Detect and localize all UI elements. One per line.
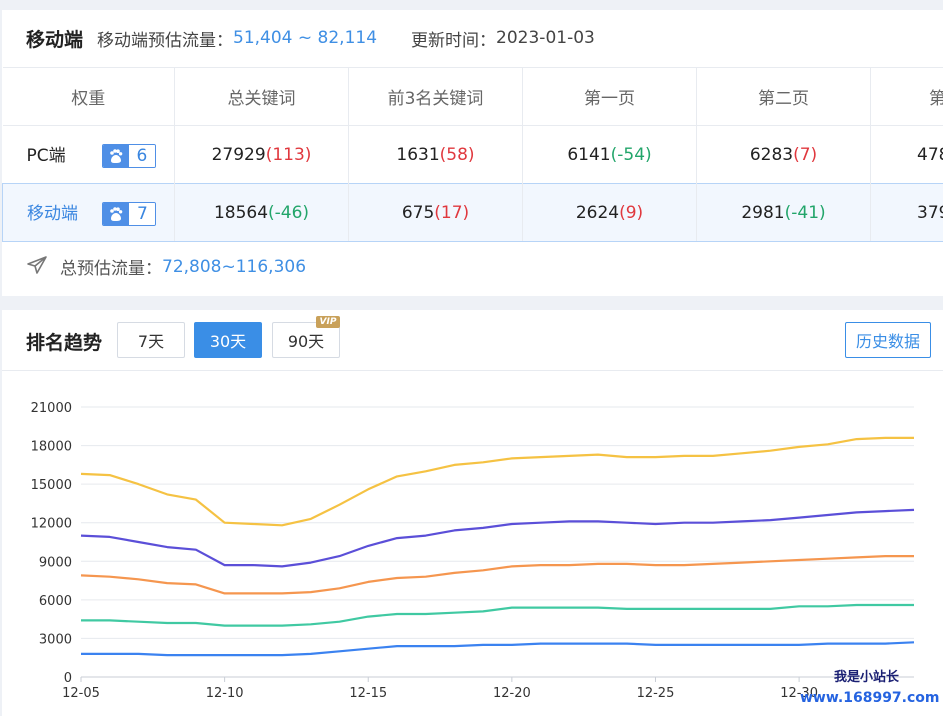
x-tick-label: 12-10 <box>206 686 244 701</box>
baidu-paw-icon <box>103 203 130 225</box>
summary-card: 移动端 移动端预估流量： 51,404 ~ 82,114 更新时间： 2023-… <box>2 10 943 296</box>
x-tick-label: 12-30 <box>780 686 818 701</box>
trend-card: 排名趋势 7天 30天 90天 VIP 历史数据 0 3000 6000 9000 12… <box>2 310 943 716</box>
traffic-value: 51,404 ~ 82,114 <box>233 28 378 48</box>
row-label-cell: PC端 6 <box>2 125 175 184</box>
column-header: 第一页 <box>522 67 697 126</box>
x-tick-label: 12-25 <box>637 686 675 701</box>
history-data-button[interactable]: 历史数据 <box>845 322 931 358</box>
range-30-days-button[interactable]: 30天 <box>194 322 262 358</box>
trend-title: 排名趋势 <box>26 332 103 354</box>
page-title: 移动端 <box>26 28 84 51</box>
send-icon <box>26 255 48 279</box>
column-header: 权重 <box>2 67 175 126</box>
y-tick-label: 15000 <box>31 478 72 493</box>
watermark: 我是小站长 www.168997.com <box>800 668 940 708</box>
series-line-2 <box>80 508 915 568</box>
y-tick-label: 6000 <box>39 594 72 609</box>
range-90-days-button[interactable]: 90天 <box>272 322 340 358</box>
total-label: 总预估流量： <box>60 259 162 279</box>
table-row-mobile[interactable]: 移动端 7 18564(-46) 675(17) 2624(9) 2981(-4… <box>2 183 943 242</box>
watermark-line2: www.168997.com <box>800 690 940 706</box>
keyword-table: 权重 总关键词 前3名关键词 第一页 第二页 第 PC端 6 <box>2 67 943 242</box>
y-tick-label: 3000 <box>39 632 72 647</box>
weight-value: 6 <box>128 145 155 167</box>
weight-badge: 7 <box>102 202 157 226</box>
y-tick-label: 9000 <box>39 555 72 570</box>
divider <box>2 370 943 371</box>
table-cell: 18564(-46) <box>174 183 349 242</box>
y-tick-label: 18000 <box>31 440 72 455</box>
total-traffic: 总预估流量： 72,808~116,306 <box>26 254 306 279</box>
table-row-pc[interactable]: PC端 6 27929(113) 1631(58) 6141(-54) 6283… <box>2 125 943 184</box>
baidu-paw-icon <box>102 145 129 167</box>
traffic-label: 移动端预估流量： <box>97 30 234 51</box>
summary-header: 移动端 移动端预估流量： 51,404 ~ 82,114 更新时间： 2023-… <box>26 10 595 66</box>
y-tick-label: 21000 <box>31 401 72 416</box>
range-7-days-button[interactable]: 7天 <box>117 322 185 358</box>
x-tick-label: 12-05 <box>62 686 100 701</box>
x-tick-label: 12-15 <box>349 686 387 701</box>
series-line-3 <box>80 555 914 595</box>
table-cell: 27929(113) <box>174 125 349 184</box>
trend-header: 排名趋势 7天 30天 90天 VIP 历史数据 <box>26 316 931 358</box>
x-tick-label: 12-20 <box>493 686 531 701</box>
watermark-line1: 我是小站长 <box>834 670 900 685</box>
row-label-cell: 移动端 7 <box>2 183 175 242</box>
table-cell: 1631(58) <box>348 125 523 184</box>
ranking-trend-chart: 0 3000 6000 9000 12000 15000 18000 21000 12-05 12… <box>31 401 915 701</box>
series-line-4 <box>81 603 914 627</box>
table-cell: 6141(-54) <box>522 125 697 184</box>
table-cell: 379 <box>870 183 943 242</box>
table-cell: 2981(-41) <box>696 183 871 242</box>
table-cell: 2624(9) <box>522 183 697 242</box>
series-line-1 <box>80 436 914 527</box>
column-header: 总关键词 <box>174 67 349 126</box>
table-cell: 675(17) <box>348 183 523 242</box>
column-header: 第二页 <box>696 67 871 126</box>
row-label: 移动端 <box>27 204 78 224</box>
update-label: 更新时间： <box>411 30 497 51</box>
row-label: PC端 <box>26 146 66 166</box>
vip-badge: VIP <box>316 316 340 328</box>
table-cell: 478 <box>870 125 943 184</box>
y-tick-label: 12000 <box>31 517 72 532</box>
total-value: 72,808~116,306 <box>162 256 307 277</box>
update-value: 2023-01-03 <box>496 28 595 48</box>
column-header: 前3名关键词 <box>348 67 523 126</box>
weight-value: 7 <box>129 203 156 225</box>
series-line-5 <box>81 641 915 657</box>
weight-badge: 6 <box>101 144 156 168</box>
y-tick-label: 0 <box>64 671 72 686</box>
table-cell: 6283(7) <box>696 125 871 184</box>
table-header-row: 权重 总关键词 前3名关键词 第一页 第二页 第 <box>2 67 943 126</box>
column-header: 第 <box>870 67 943 126</box>
